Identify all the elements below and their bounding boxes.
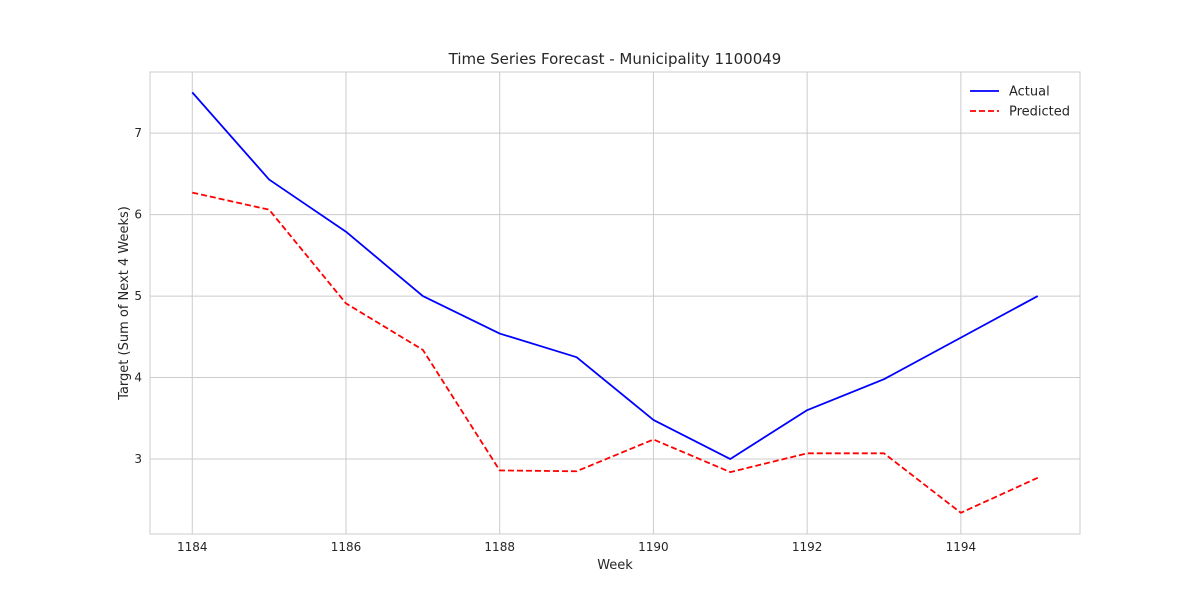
x-tick-labels: 1184 1186 1188 1190 1192 1194 [177, 540, 976, 554]
plot-frame [149, 71, 1081, 535]
y-tick-label: 5 [134, 289, 142, 303]
x-tick-label: 1190 [638, 540, 669, 554]
chart-title: Time Series Forecast - Municipality 1100… [448, 50, 782, 68]
y-tick-label: 3 [134, 452, 142, 466]
x-tick-label: 1188 [484, 540, 515, 554]
legend-label-actual: Actual [1009, 85, 1050, 100]
y-tick-labels: 3 4 5 6 7 [134, 126, 142, 466]
x-tick-label: 1194 [946, 540, 977, 554]
y-tick-label: 7 [134, 126, 142, 140]
series-lines [191, 91, 1039, 514]
x-axis-label: Week [597, 558, 633, 573]
grid [150, 72, 1080, 534]
series-line-actual [191, 91, 1039, 460]
legend-label-predicted: Predicted [1009, 105, 1070, 120]
y-tick-label: 6 [134, 208, 142, 222]
y-tick-label: 4 [134, 371, 142, 385]
legend: Actual Predicted [970, 85, 1070, 120]
x-tick-label: 1186 [331, 540, 362, 554]
x-tick-label: 1192 [792, 540, 823, 554]
y-axis-label: Target (Sum of Next 4 Weeks) [117, 206, 132, 401]
series-line-predicted [192, 191, 1039, 514]
x-tick-label: 1184 [177, 540, 208, 554]
